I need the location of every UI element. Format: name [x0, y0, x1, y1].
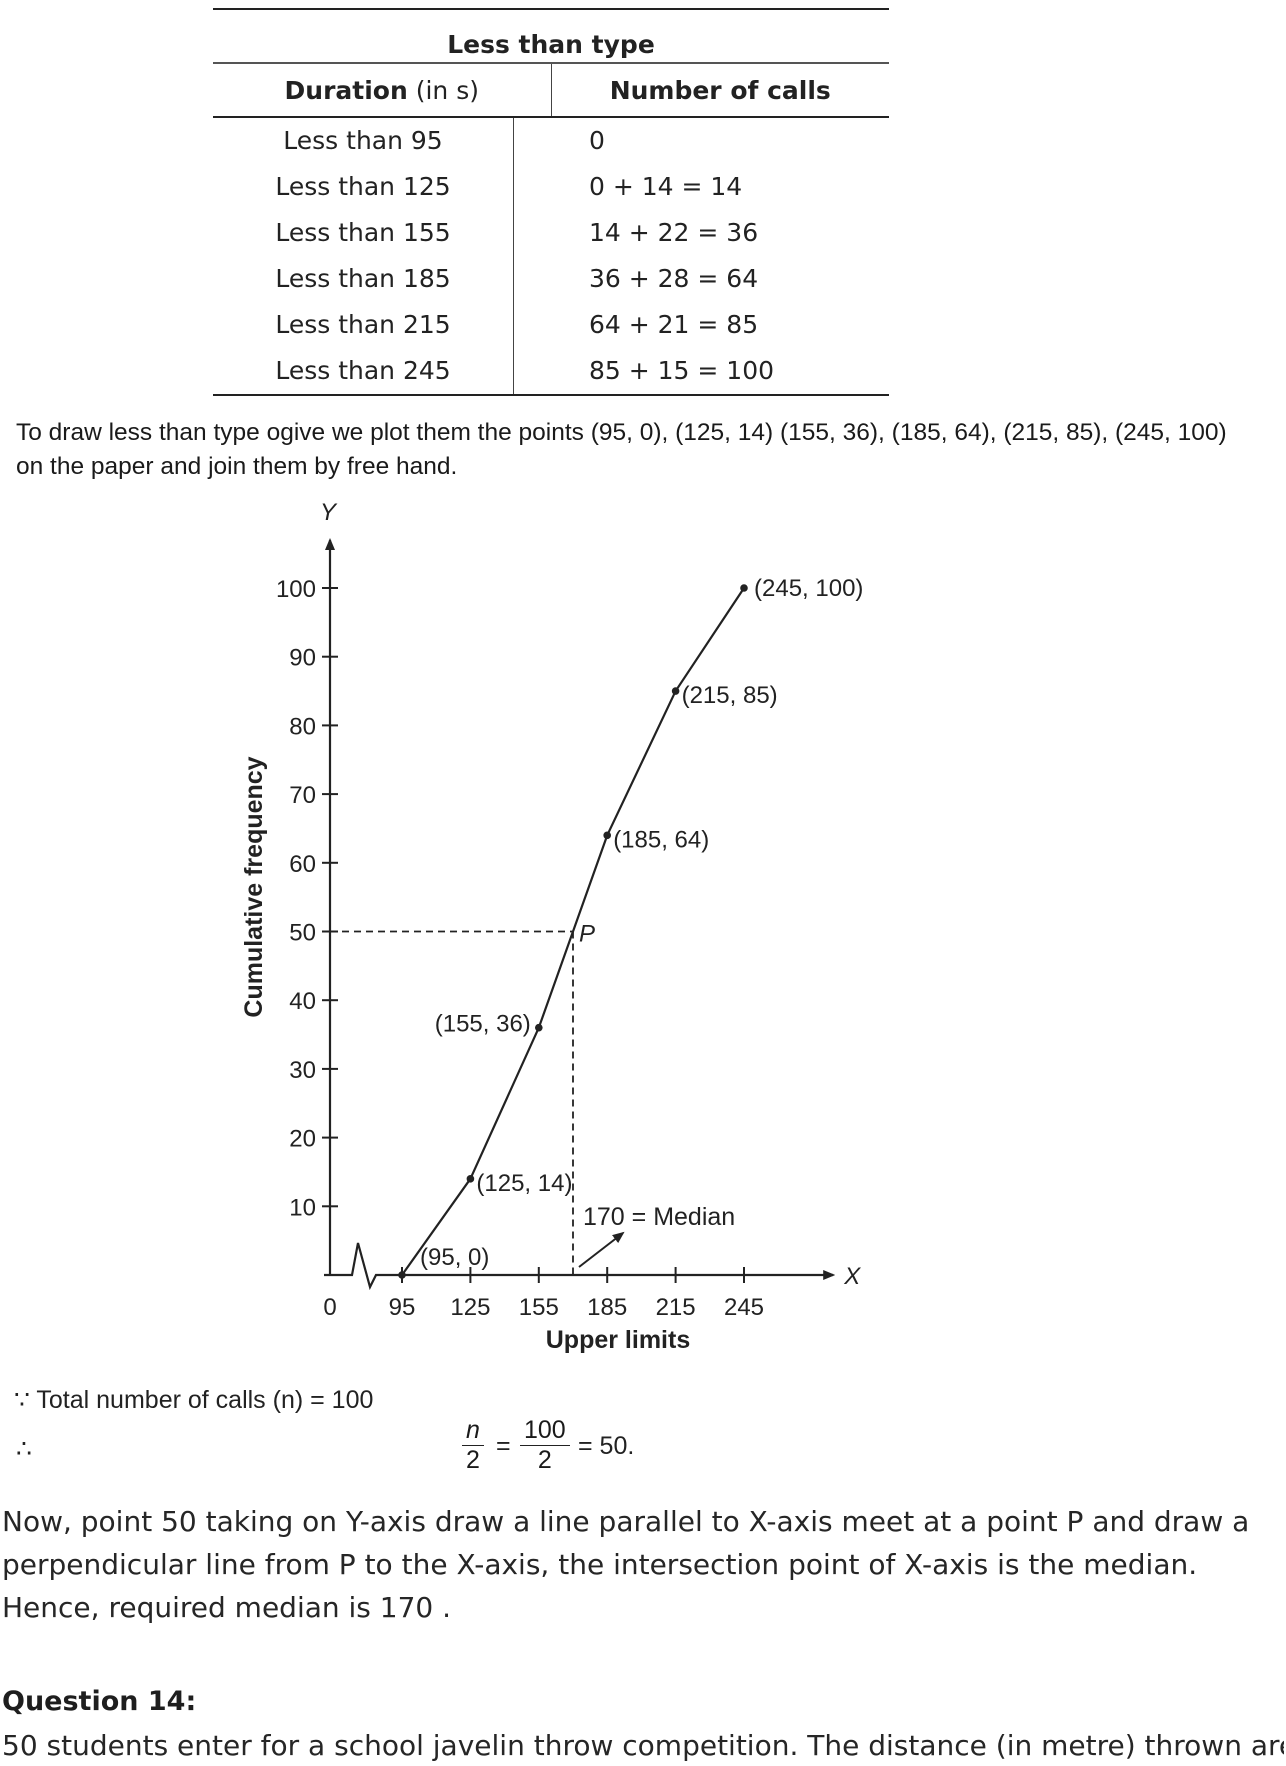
y-tick-label: 50: [289, 920, 316, 947]
data-point-label: (125, 14): [476, 1170, 572, 1197]
row-calls: 36 + 28 = 64: [589, 264, 759, 293]
therefore-symbol: ∴: [16, 1435, 32, 1463]
y-tick-label: 100: [276, 576, 316, 603]
data-point-label: (215, 85): [682, 682, 778, 709]
x-axis-line: [324, 1242, 836, 1291]
ogive-curve: [401, 587, 745, 1276]
x-tick-label: 185: [587, 1294, 627, 1321]
data-point-label: (185, 64): [613, 826, 709, 853]
y-tick-label: 20: [289, 1126, 316, 1153]
y-tick-label: 30: [289, 1057, 316, 1084]
table-row: Less than 245 85 + 15 = 100: [213, 348, 889, 394]
x-tick-label: 95: [389, 1294, 416, 1321]
intro-paragraph: To draw less than type ogive we plot the…: [16, 419, 1227, 480]
row-calls: 0: [589, 126, 605, 155]
data-point: [671, 687, 680, 695]
fraction-denominator-2: 2: [466, 1446, 480, 1474]
y-tick-label: 40: [289, 988, 316, 1015]
question-text: 50 students enter for a school javelin t…: [2, 1729, 1284, 1762]
y-tick-label: 60: [289, 851, 316, 878]
data-point-label: (95, 0): [420, 1244, 489, 1271]
ogive-chart: Y X 0 10 20 30 40 50 60 70 80 90 100 95 125 155 185 215 2…: [240, 499, 863, 1354]
data-point: [603, 831, 611, 840]
data-point: [466, 1175, 475, 1183]
fraction-numerator-n: n: [462, 1416, 484, 1446]
row-duration: Less than 185: [213, 256, 514, 302]
y-tick-label: 90: [289, 645, 316, 672]
data-point: [740, 584, 748, 592]
row-duration: Less than 95: [213, 118, 514, 164]
header-calls-label: Number of calls: [609, 76, 831, 105]
data-point: [398, 1271, 406, 1279]
row-calls: 64 + 21 = 85: [589, 310, 759, 339]
y-tick-label: 70: [289, 782, 316, 809]
chart-ticks: 10 20 30 40 50 60 70 80 90 100 95 125 155 185 215 245: [276, 576, 764, 1321]
chart-marks: (95, 0) (125, 14) (155, 36) (185, 64) (215, …: [398, 575, 863, 1279]
total-calls-line: ∵ Total number of calls (n) = 100: [14, 1386, 374, 1414]
median-guides: P 170 = Median: [330, 921, 735, 1275]
data-point-label: (245, 100): [754, 575, 863, 602]
data-point-label: (155, 36): [435, 1011, 531, 1038]
y-axis-label: Cumulative frequency: [240, 756, 268, 1017]
median-annotation: 170 = Median: [583, 1203, 735, 1231]
question-heading: Question 14:: [2, 1686, 197, 1717]
header-duration: Duration (in s): [213, 64, 552, 116]
x-tick-label: 215: [656, 1294, 696, 1321]
equals-sign: =: [496, 1432, 511, 1460]
cumulative-frequency-table: Less than type Duration (in s) Number of…: [213, 8, 889, 396]
row-duration: Less than 125: [213, 164, 514, 210]
chart-axes: Y X 0: [320, 499, 861, 1321]
table-header-row: Duration (in s) Number of calls: [213, 64, 889, 118]
row-calls: 14 + 22 = 36: [589, 218, 759, 247]
header-calls: Number of calls: [552, 64, 890, 116]
ogive-line: [401, 587, 745, 1276]
x-axis-letter: X: [843, 1263, 861, 1290]
fraction-numerator-100: 100: [520, 1416, 570, 1446]
row-calls: 0 + 14 = 14: [589, 172, 743, 201]
conclusion-paragraph: Now, point 50 taking on Y-axis draw a li…: [2, 1505, 1250, 1624]
fraction-100-over-2: 100 2: [520, 1416, 570, 1475]
data-point: [535, 1023, 543, 1032]
table-row: Less than 215 64 + 21 = 85: [213, 302, 889, 348]
fraction-n-over-2: n 2: [462, 1416, 484, 1475]
fraction-result: = 50.: [578, 1432, 635, 1460]
table-row: Less than 95 0: [213, 118, 889, 164]
x-tick-label: 125: [450, 1294, 490, 1321]
x-tick-label: 245: [724, 1294, 764, 1321]
table-top-rule: [213, 8, 889, 10]
table-row: Less than 155 14 + 22 = 36: [213, 210, 889, 256]
table-row: Less than 125 0 + 14 = 14: [213, 164, 889, 210]
origin-label: 0: [323, 1294, 336, 1321]
table-caption: Less than type: [213, 10, 889, 64]
header-duration-label: Duration: [284, 76, 408, 105]
y-tick-label: 10: [289, 1194, 316, 1221]
x-tick-label: 155: [519, 1294, 559, 1321]
y-axis-letter: Y: [320, 499, 338, 526]
row-duration: Less than 215: [213, 302, 514, 348]
y-tick-label: 80: [289, 713, 316, 740]
fraction-denominator-2b: 2: [537, 1446, 552, 1474]
median-arrow: [578, 1231, 625, 1268]
row-calls: 85 + 15 = 100: [589, 356, 775, 385]
x-axis-label: Upper limits: [546, 1326, 690, 1354]
row-duration: Less than 245: [213, 348, 514, 394]
row-duration: Less than 155: [213, 210, 514, 256]
header-duration-unit: (in s): [407, 76, 479, 105]
table-row: Less than 185 36 + 28 = 64: [213, 256, 889, 302]
point-p-label: P: [579, 921, 595, 948]
table-bottom-rule: [213, 394, 889, 396]
